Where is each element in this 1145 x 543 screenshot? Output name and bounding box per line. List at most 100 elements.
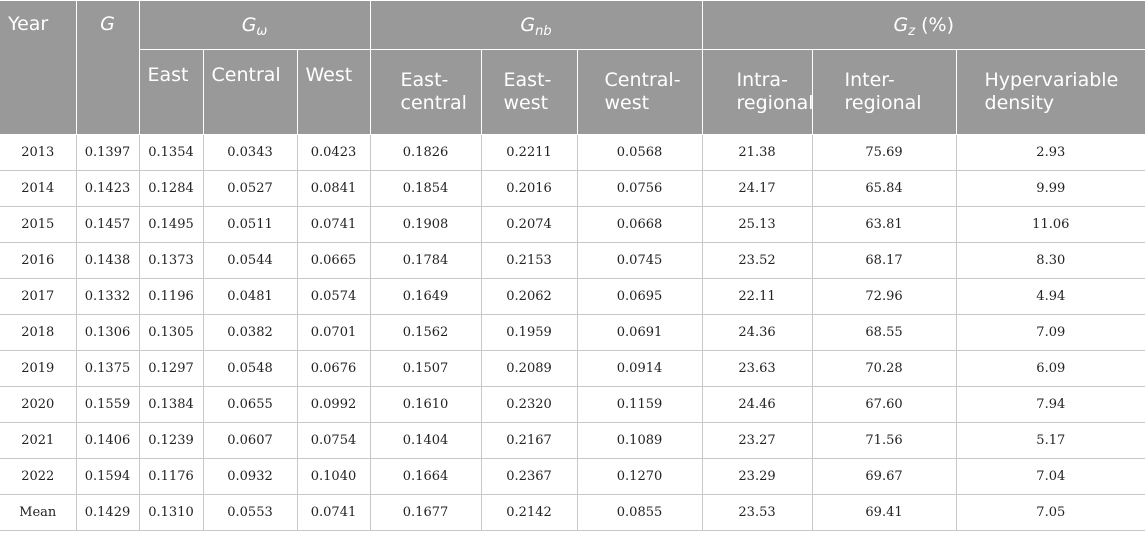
cell-east: 0.1297	[138, 350, 204, 387]
cell-inter-regional: 67.60	[811, 386, 957, 423]
cell-east-west: 0.1959	[480, 314, 578, 351]
cell-central-west: 0.0914	[576, 350, 703, 387]
cell-g: 0.1423	[75, 170, 140, 207]
header-central-west: Central-west	[576, 49, 703, 135]
cell-east: 0.1384	[138, 386, 204, 423]
cell-east-central: 0.1908	[369, 206, 482, 243]
cell-east-west: 0.2016	[480, 170, 578, 207]
cell-east-west: 0.2074	[480, 206, 578, 243]
cell-year: 2013	[0, 134, 77, 171]
cell-central: 0.0607	[202, 422, 298, 459]
cell-west: 0.0665	[296, 242, 371, 279]
cell-hypervariable-density: 8.30	[955, 242, 1145, 279]
header-gnb-sub: nb	[535, 23, 552, 39]
cell-east: 0.1495	[138, 206, 204, 243]
cell-inter-regional: 71.56	[811, 422, 957, 459]
cell-east-west: 0.2089	[480, 350, 578, 387]
cell-hypervariable-density: 7.05	[955, 494, 1145, 531]
cell-inter-regional: 69.67	[811, 458, 957, 495]
table-row: 2019 0.1375 0.1297 0.0548 0.0676 0.1507 0.2089…	[0, 350, 1145, 387]
header-east-central-label: East-central	[400, 69, 467, 114]
header-central-label: Central	[211, 64, 281, 86]
cell-g: 0.1406	[75, 422, 140, 459]
cell-central: 0.0544	[202, 242, 298, 279]
cell-east: 0.1239	[138, 422, 204, 459]
cell-year: 2022	[0, 458, 77, 495]
cell-g: 0.1594	[75, 458, 140, 495]
cell-g: 0.1438	[75, 242, 140, 279]
header-gnb: Gnb	[369, 0, 703, 50]
cell-east-central: 0.1826	[369, 134, 482, 171]
table-row: 2013 0.1397 0.1354 0.0343 0.0423 0.1826 0.2211…	[0, 134, 1145, 171]
cell-intra-regional: 24.46	[701, 386, 813, 423]
cell-intra-regional: 24.36	[701, 314, 813, 351]
cell-year: 2015	[0, 206, 77, 243]
cell-central: 0.0481	[202, 278, 298, 315]
cell-g: 0.1306	[75, 314, 140, 351]
header-year: Year	[0, 0, 77, 135]
table-header: Year G Gω Gnb Gz (%) East Central West E…	[0, 0, 1145, 135]
table-body: 2013 0.1397 0.1354 0.0343 0.0423 0.1826 0.2211…	[0, 134, 1145, 531]
cell-intra-regional: 24.17	[701, 170, 813, 207]
header-hypervariable-density: Hypervariable density	[955, 49, 1145, 135]
table-row: 2017 0.1332 0.1196 0.0481 0.0574 0.1649 0.2062…	[0, 278, 1145, 315]
header-year-label: Year	[8, 13, 49, 35]
cell-east-central: 0.1404	[369, 422, 482, 459]
header-east-central: East-central	[369, 49, 482, 135]
cell-year: 2017	[0, 278, 77, 315]
cell-east-west: 0.2142	[480, 494, 578, 531]
cell-east: 0.1373	[138, 242, 204, 279]
cell-west: 0.0741	[296, 206, 371, 243]
cell-year: Mean	[0, 494, 77, 531]
cell-east: 0.1310	[138, 494, 204, 531]
cell-hypervariable-density: 7.94	[955, 386, 1145, 423]
cell-inter-regional: 69.41	[811, 494, 957, 531]
cell-intra-regional: 25.13	[701, 206, 813, 243]
cell-west: 0.0754	[296, 422, 371, 459]
cell-east: 0.1354	[138, 134, 204, 171]
cell-central: 0.0548	[202, 350, 298, 387]
cell-year: 2019	[0, 350, 77, 387]
header-east: East	[139, 49, 204, 135]
cell-central-west: 0.0745	[576, 242, 703, 279]
cell-east: 0.1305	[138, 314, 204, 351]
header-gw: Gω	[138, 0, 371, 50]
cell-west: 0.0701	[296, 314, 371, 351]
header-west: West	[296, 49, 371, 135]
cell-east-central: 0.1610	[369, 386, 482, 423]
table-row: Mean 0.1429 0.1310 0.0553 0.0741 0.1677 0.2142…	[0, 494, 1145, 531]
table-row: 2015 0.1457 0.1495 0.0511 0.0741 0.1908 0.2074…	[0, 206, 1145, 243]
cell-central-west: 0.0756	[576, 170, 703, 207]
header-east-west: East-west	[480, 49, 578, 135]
cell-inter-regional: 65.84	[811, 170, 957, 207]
header-gz: Gz (%)	[701, 0, 1145, 50]
cell-central-west: 0.0695	[576, 278, 703, 315]
table-row: 2014 0.1423 0.1284 0.0527 0.0841 0.1854 0.2016…	[0, 170, 1145, 207]
cell-inter-regional: 72.96	[811, 278, 957, 315]
header-inter-regional: Inter-regional	[811, 49, 957, 135]
table-row: 2020 0.1559 0.1384 0.0655 0.0992 0.1610 0.2320…	[0, 386, 1145, 423]
cell-central-west: 0.0568	[576, 134, 703, 171]
cell-east-west: 0.2167	[480, 422, 578, 459]
cell-east-west: 0.2211	[480, 134, 578, 171]
cell-west: 0.0676	[296, 350, 371, 387]
cell-east-central: 0.1507	[369, 350, 482, 387]
cell-intra-regional: 23.29	[701, 458, 813, 495]
cell-year: 2014	[0, 170, 77, 207]
cell-east-west: 0.2153	[480, 242, 578, 279]
header-east-west-label: East-west	[503, 69, 552, 114]
cell-intra-regional: 22.11	[701, 278, 813, 315]
cell-g: 0.1559	[75, 386, 140, 423]
header-central-west-label: Central-west	[604, 69, 681, 114]
cell-hypervariable-density: 6.09	[955, 350, 1145, 387]
cell-east-central: 0.1664	[369, 458, 482, 495]
cell-central: 0.0932	[202, 458, 298, 495]
cell-inter-regional: 68.55	[811, 314, 957, 351]
table-row: 2022 0.1594 0.1176 0.0932 0.1040 0.1664 0.2367…	[0, 458, 1145, 495]
cell-east-west: 0.2320	[480, 386, 578, 423]
cell-east: 0.1196	[138, 278, 204, 315]
header-gz-base: G	[893, 13, 909, 36]
header-g: G	[75, 0, 140, 135]
cell-hypervariable-density: 7.04	[955, 458, 1145, 495]
header-gw-sub: ω	[256, 23, 268, 39]
